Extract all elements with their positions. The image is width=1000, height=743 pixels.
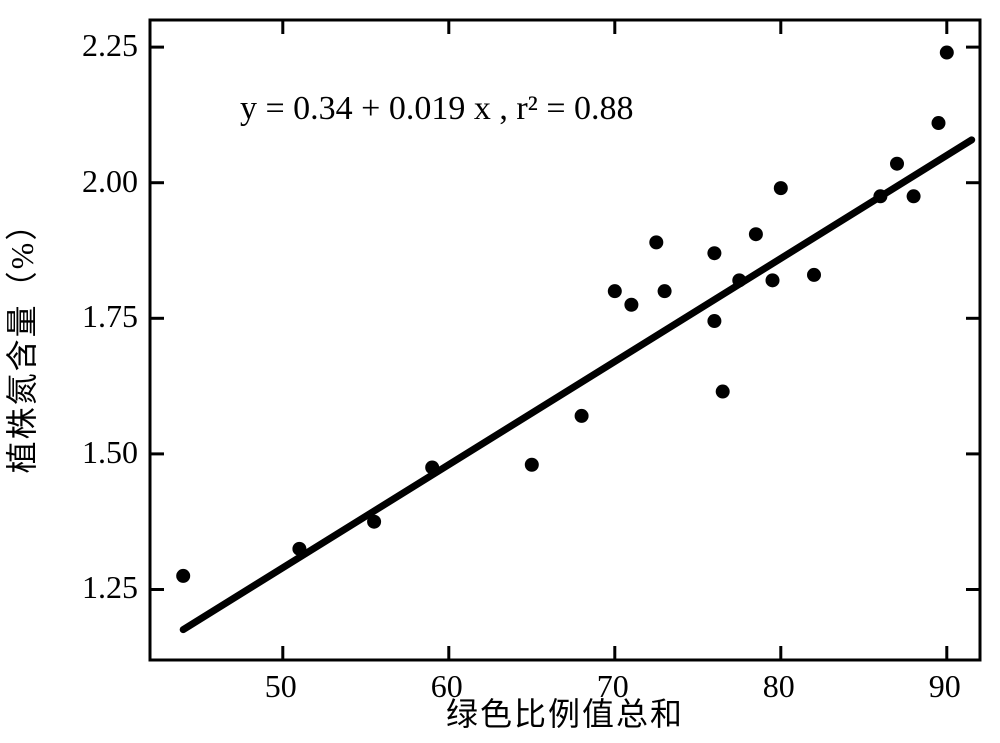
- y-tick-label: 1.75: [82, 298, 138, 335]
- x-tick-label: 90: [929, 668, 961, 705]
- x-tick-label: 60: [431, 668, 463, 705]
- y-tick-label: 2.00: [82, 163, 138, 200]
- y-tick-label: 1.25: [82, 569, 138, 606]
- y-tick-label: 2.25: [82, 27, 138, 64]
- x-tick-label: 50: [265, 668, 297, 705]
- x-tick-label: 70: [597, 668, 629, 705]
- regression-equation: y = 0.34 + 0.019 x , r² = 0.88: [240, 90, 634, 128]
- y-axis-label: 植株氮含量（%）: [0, 207, 43, 474]
- scatter-chart: 植株氮含量（%） 绿色比例值总和 y = 0.34 + 0.019 x , r²…: [0, 0, 1000, 743]
- y-tick-label: 1.50: [82, 434, 138, 471]
- x-tick-label: 80: [763, 668, 795, 705]
- x-axis-label: 绿色比例值总和: [446, 689, 684, 735]
